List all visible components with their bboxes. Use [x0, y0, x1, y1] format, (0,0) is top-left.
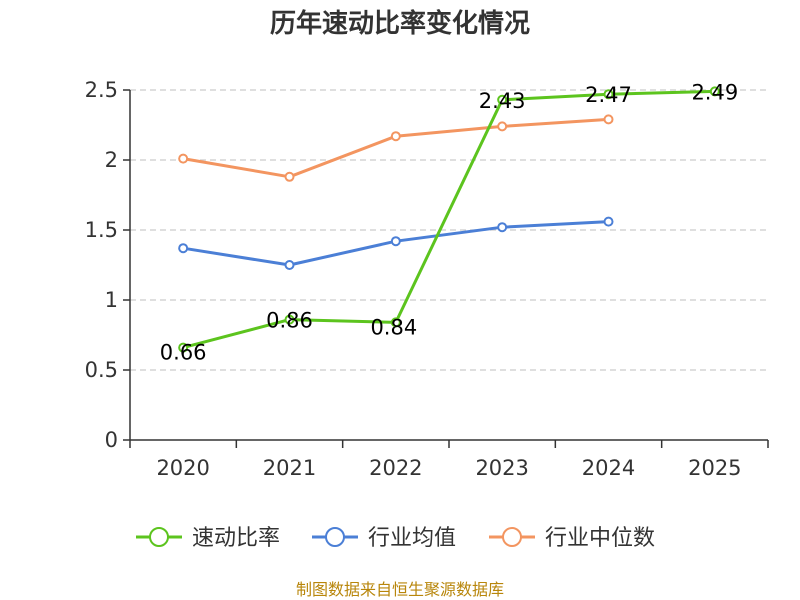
data-labels: 0.66 0.86 0.84 2.43 2.47 2.49 — [160, 80, 738, 364]
x-tick-label-2023: 2023 — [475, 456, 528, 480]
point-2-2022 — [390, 131, 401, 142]
point-0-2024 — [603, 89, 614, 100]
point-0-2020 — [178, 342, 189, 353]
grid-lines — [130, 89, 768, 371]
chart-title: 历年速动比率变化情况 — [270, 8, 530, 39]
point-1-2023 — [497, 222, 508, 233]
point-1-2024 — [603, 216, 614, 227]
axes: 0 0.5 1 1.5 2 2.5 2020 2021 2022 2023 2024 2025 — [85, 78, 769, 480]
point-0-2022 — [390, 317, 401, 328]
legend-label-1: 行业均值 — [368, 526, 456, 551]
point-1-2020 — [178, 243, 189, 254]
point-1-2022 — [390, 236, 401, 247]
x-tick-label-2025: 2025 — [688, 456, 741, 480]
data-label-2022: 0.84 — [370, 315, 417, 339]
x-tick-label-2021: 2021 — [263, 456, 316, 480]
series-line-2 — [182, 117, 609, 179]
legend-label-2: 行业中位数 — [545, 526, 655, 551]
point-0-2021 — [284, 314, 295, 325]
point-2-2021 — [284, 171, 295, 182]
point-1-2021 — [284, 260, 295, 270]
y-tick-label-0: 0 — [105, 428, 118, 452]
series-line-0 — [182, 89, 715, 350]
series-lines — [178, 86, 720, 353]
point-2-2024 — [603, 114, 614, 125]
y-tick-label-3: 1.5 — [85, 218, 118, 242]
x-tick-label-2022: 2022 — [369, 456, 422, 480]
data-label-2021: 0.86 — [266, 309, 313, 333]
point-2-2023 — [497, 121, 508, 132]
data-label-2025: 2.49 — [691, 80, 738, 104]
x-tick-label-2020: 2020 — [156, 456, 209, 480]
data-label-2024: 2.47 — [585, 83, 632, 107]
y-tick-label-1: 0.5 — [85, 358, 118, 382]
y-tick-label-4: 2 — [105, 148, 118, 172]
legend-label-0: 速动比率 — [192, 526, 280, 551]
point-2-2020 — [178, 153, 189, 164]
legend-marker-0 — [149, 527, 169, 547]
data-label-2023: 2.43 — [479, 89, 526, 113]
data-label-2020: 0.66 — [160, 341, 207, 365]
y-tick-label-5: 2.5 — [85, 78, 118, 102]
legend: 速动比率 行业均值 行业中位数 — [136, 526, 655, 551]
legend-marker-2 — [502, 527, 522, 547]
legend-marker-1 — [325, 527, 345, 547]
x-tick-label-2024: 2024 — [582, 456, 635, 480]
point-0-2023 — [497, 94, 508, 105]
source-note: 制图数据来自恒生聚源数据库 — [296, 580, 504, 599]
point-0-2025 — [709, 86, 720, 97]
y-tick-label-2: 1 — [105, 288, 118, 312]
